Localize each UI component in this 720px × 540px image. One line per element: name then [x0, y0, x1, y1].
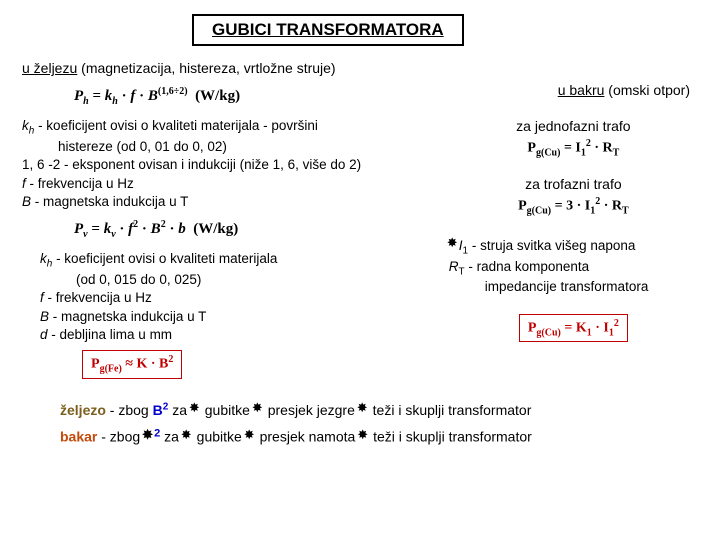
txt: presjek jezgre — [268, 402, 359, 418]
iron-heading: u željezu (magnetizacija, histereza, vrt… — [22, 60, 698, 76]
copper-defs: I1 - struja svitka višeg napona RT - rad… — [449, 237, 698, 296]
formula-pgfe-box: Pg(Fe) ≈ K · B2 — [82, 350, 182, 378]
txt: - zbog — [101, 429, 144, 445]
formula-three: Pg(Cu) = 3 · I12 · RT — [449, 196, 698, 216]
burst-icon — [183, 433, 193, 443]
bottom-line-copper: bakar - zbog 2 za gubitke presjek namota… — [60, 423, 698, 450]
copper-heading-u: u bakru — [558, 82, 605, 98]
burst-icon — [359, 406, 369, 416]
word-bakar: bakar — [60, 429, 97, 445]
burst-icon — [254, 406, 264, 416]
txt: presjek namota — [260, 429, 360, 445]
burst-icon — [144, 433, 154, 443]
formula-single: Pg(Cu) = I12 · RT — [449, 138, 698, 158]
page-title: GUBICI TRANSFORMATORA — [192, 14, 464, 46]
word-zeljezo: željezo — [60, 402, 106, 418]
formula-pv: Pv = kv · f2 · B2 · b (W/kg) — [74, 219, 441, 240]
label-three: za trofazni trafo — [449, 176, 698, 192]
bottom-line-iron: željezo - zbog B2 za gubitke presjek jez… — [60, 397, 698, 424]
burst-icon — [246, 433, 256, 443]
defs-kh: kh - koeficijent ovisi o kvaliteti mater… — [22, 117, 441, 211]
i-squared: 2 — [144, 429, 160, 445]
bottom-summary: željezo - zbog B2 za gubitke presjek jez… — [60, 397, 698, 451]
iron-heading-rest: (magnetizacija, histereza, vrtložne stru… — [77, 60, 335, 76]
iron-heading-u: u željezu — [22, 60, 77, 76]
copper-heading-rest: (omski otpor) — [604, 82, 690, 98]
b-squared: B2 — [153, 402, 169, 418]
txt: teži i skuplji transformator — [373, 429, 532, 445]
txt: teži i skuplji transformator — [373, 402, 532, 418]
burst-icon — [359, 433, 369, 443]
label-single: za jednofazni trafo — [449, 118, 698, 134]
formula-k1-box: Pg(Cu) = K1 · I12 — [519, 314, 628, 342]
defs-kv: kh - koeficijent ovisi o kvaliteti mater… — [22, 250, 441, 344]
burst-icon — [449, 241, 459, 251]
burst-icon — [191, 406, 201, 416]
formula-ph: Ph = kh · f · B(1,6÷2) (W/kg) — [74, 86, 441, 107]
txt: - zbog — [110, 402, 153, 418]
txt: gubitke — [197, 429, 246, 445]
txt: gubitke — [205, 402, 254, 418]
